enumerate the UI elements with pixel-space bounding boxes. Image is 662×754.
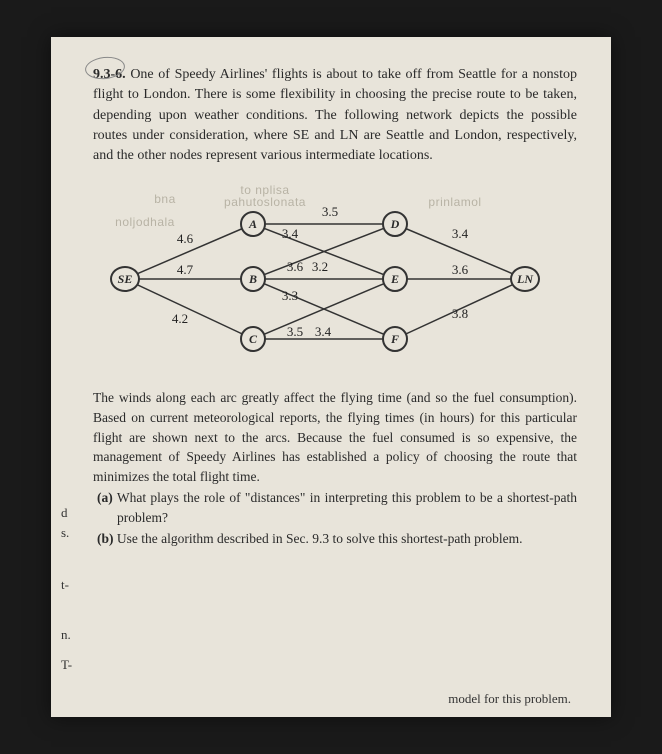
edge-weight: 3.5 <box>322 204 338 220</box>
network-diagram: to nplisapahutoslonatabnanoljodhalaprinl… <box>95 184 575 374</box>
problem-body: The winds along each arc greatly affect … <box>93 388 577 486</box>
edge-weight: 4.6 <box>177 231 193 247</box>
edge-weight: 3.4 <box>315 324 331 340</box>
textbook-page: 9.3-6. One of Speedy Airlines' flights i… <box>51 37 611 717</box>
ghost-text: bna <box>154 192 176 206</box>
edge-weight: 4.7 <box>177 262 193 278</box>
ghost-text: noljodhala <box>115 215 175 229</box>
gutter-s: s. <box>61 525 69 541</box>
gutter-t: t- <box>61 577 69 593</box>
node-b: B <box>240 266 266 292</box>
edge-weight: 3.6 <box>452 262 468 278</box>
node-f: F <box>382 326 408 352</box>
edge-weight: 3.4 <box>452 226 468 242</box>
gutter-tau: T- <box>61 657 72 673</box>
edge-weight: 3.6 <box>287 259 303 275</box>
node-se: SE <box>110 266 140 292</box>
problem-intro: 9.3-6. One of Speedy Airlines' flights i… <box>93 65 577 166</box>
node-c: C <box>240 326 266 352</box>
part-a: (a) What plays the role of "distances" i… <box>93 488 577 527</box>
ghost-text: prinlamol <box>428 195 481 209</box>
edge-weight: 4.2 <box>172 311 188 327</box>
part-a-label: (a) <box>97 490 113 505</box>
part-b-label: (b) <box>97 531 114 546</box>
node-d: D <box>382 211 408 237</box>
edge-weight: 3.4 <box>282 226 298 242</box>
part-b: (b) Use the algorithm described in Sec. … <box>93 529 577 549</box>
cutoff-text: model for this problem. <box>448 691 571 707</box>
gutter-n: n. <box>61 627 71 643</box>
edge-weight: 3.3 <box>282 288 298 304</box>
part-b-text: Use the algorithm described in Sec. 9.3 … <box>117 531 523 546</box>
node-e: E <box>382 266 408 292</box>
node-a: A <box>240 211 266 237</box>
problem-number: 9.3-6. <box>93 67 126 82</box>
edge-weight: 3.8 <box>452 306 468 322</box>
node-ln: LN <box>510 266 540 292</box>
intro-text: One of Speedy Airlines' flights is about… <box>93 67 577 163</box>
part-a-text: What plays the role of "distances" in in… <box>117 490 577 525</box>
edge-weight: 3.5 <box>287 324 303 340</box>
edge-weight: 3.2 <box>312 259 328 275</box>
gutter-d: d <box>61 505 68 521</box>
ghost-text: pahutoslonata <box>224 195 306 209</box>
